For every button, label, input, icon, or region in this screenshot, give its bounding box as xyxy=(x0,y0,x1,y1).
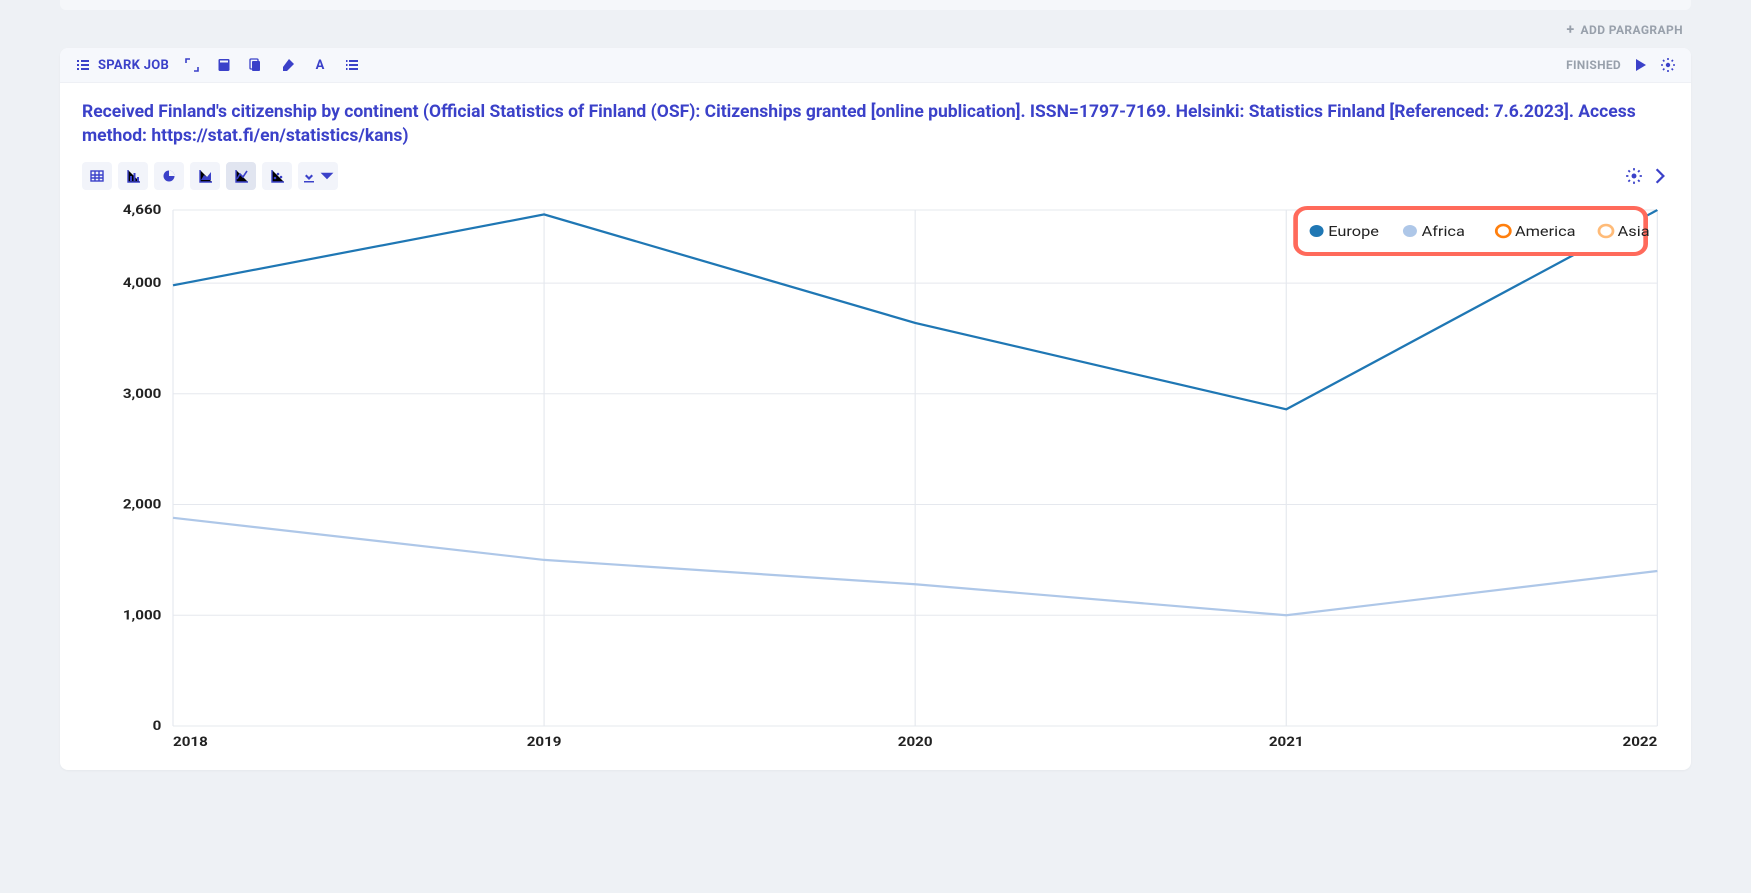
add-paragraph-label: ADD PARAGRAPH xyxy=(1581,23,1683,37)
download-button[interactable] xyxy=(298,162,338,190)
viz-area-button[interactable] xyxy=(190,162,220,190)
run-icon[interactable] xyxy=(1631,56,1649,74)
svg-text:2022: 2022 xyxy=(1623,735,1658,750)
paragraph-card: SPARK JOB A xyxy=(60,48,1691,770)
viz-pie-button[interactable] xyxy=(154,162,184,190)
paragraph-header: SPARK JOB A xyxy=(60,48,1691,83)
svg-text:America: America xyxy=(1515,223,1576,240)
chevron-right-icon[interactable] xyxy=(1651,167,1669,185)
font-icon[interactable]: A xyxy=(311,56,329,74)
gear-icon[interactable] xyxy=(1659,56,1677,74)
svg-text:4,660: 4,660 xyxy=(123,203,162,218)
add-paragraph-button[interactable]: + ADD PARAGRAPH xyxy=(1567,22,1684,38)
svg-text:3,000: 3,000 xyxy=(123,387,162,402)
viz-table-button[interactable] xyxy=(82,162,112,190)
copy-icon[interactable] xyxy=(247,56,265,74)
list-icon[interactable] xyxy=(343,56,361,74)
settings-icon[interactable] xyxy=(1625,167,1643,185)
spark-job-text: SPARK JOB xyxy=(98,58,169,73)
svg-text:A: A xyxy=(316,58,325,73)
prev-card-edge xyxy=(60,0,1691,10)
svg-text:2018: 2018 xyxy=(173,735,208,750)
viz-line-button[interactable] xyxy=(226,162,256,190)
erase-icon[interactable] xyxy=(279,56,297,74)
viz-scatter-button[interactable] xyxy=(262,162,292,190)
status-label: FINISHED xyxy=(1566,58,1621,72)
svg-text:2,000: 2,000 xyxy=(123,498,162,513)
svg-text:1,000: 1,000 xyxy=(123,608,162,623)
viz-toolbar xyxy=(82,162,1669,190)
svg-text:2020: 2020 xyxy=(898,735,933,750)
chart-title: Received Finland's citizenship by contin… xyxy=(82,101,1669,148)
viz-bar-button[interactable] xyxy=(118,162,148,190)
svg-text:2021: 2021 xyxy=(1269,735,1304,750)
svg-text:0: 0 xyxy=(153,719,162,734)
line-chart: 0 1,000 2,000 3,000 4,000 4,660 2018 2019 2020 20… xyxy=(82,200,1669,760)
job-icon xyxy=(74,56,92,74)
book-icon[interactable] xyxy=(215,56,233,74)
svg-text:Asia: Asia xyxy=(1618,223,1650,240)
svg-text:2019: 2019 xyxy=(527,735,562,750)
plus-icon: + xyxy=(1567,22,1575,38)
spark-job-label[interactable]: SPARK JOB xyxy=(74,56,169,74)
expand-icon[interactable] xyxy=(183,56,201,74)
svg-text:Europe: Europe xyxy=(1328,223,1379,240)
svg-text:Africa: Africa xyxy=(1422,223,1465,240)
svg-text:4,000: 4,000 xyxy=(123,276,162,291)
